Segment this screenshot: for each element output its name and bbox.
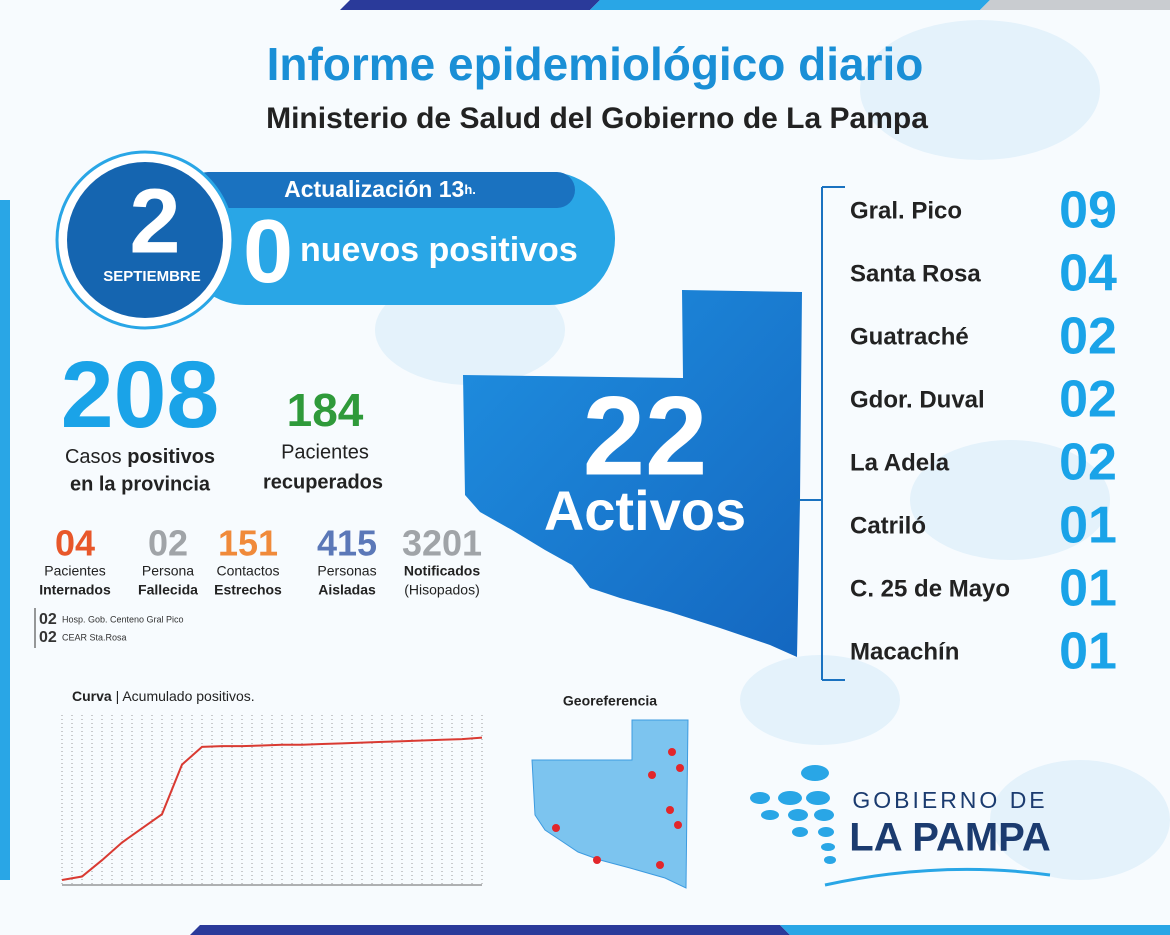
localities: Gral. Pico 09 Santa Rosa 04 Guatraché 02 Gdor.… <box>850 182 1117 681</box>
stat-line2: Internados <box>39 582 111 598</box>
stat-line1: Persona <box>142 563 194 579</box>
locality-value: 01 <box>1059 497 1117 555</box>
stat-line2: Estrechos <box>214 582 282 598</box>
locality-name: Santa Rosa <box>850 260 981 287</box>
locality-name: Catriló <box>850 512 926 539</box>
stripe <box>590 0 990 10</box>
georef-title: Georeferencia <box>563 693 657 709</box>
cases-line2: en la provincia <box>70 473 211 495</box>
locality-value: 02 <box>1059 371 1117 429</box>
new-value: 0 <box>243 202 293 302</box>
curve-title: Curva | Acumulado positivos. <box>72 688 255 704</box>
hospital-value: 02 <box>39 629 57 646</box>
recovered-line1: Pacientes <box>281 441 369 463</box>
update-unit: h. <box>464 182 476 197</box>
logo-line2: LA PAMPA <box>849 816 1050 860</box>
stat-line2: Fallecida <box>138 582 198 598</box>
cases-value: 208 <box>61 342 220 448</box>
update-text: Actualización 13 <box>284 176 464 202</box>
curve-title-rest: | Acumulado positivos. <box>116 688 255 704</box>
locality-name: Guatraché <box>850 323 969 350</box>
stat-line1: Contactos <box>216 563 279 579</box>
active-value: 22 <box>583 374 708 499</box>
date-day: 2 <box>129 170 180 272</box>
locality-name: La Adela <box>850 449 950 476</box>
recovered-line2: recuperados <box>263 471 383 493</box>
locality-value: 04 <box>1059 245 1117 303</box>
active-label: Activos <box>544 479 746 542</box>
curve-title-bold: Curva <box>72 688 112 704</box>
locality-value: 01 <box>1059 623 1117 681</box>
hospital-value: 02 <box>39 611 57 628</box>
update-bar <box>190 172 575 208</box>
locality-name: C. 25 de Mayo <box>850 575 1010 602</box>
logo-line1: GOBIERNO DE <box>852 787 1047 813</box>
stat-value: 151 <box>218 523 278 564</box>
logo-mark <box>750 765 836 864</box>
stripe <box>780 925 1170 935</box>
cases-plain: Casos <box>65 446 122 468</box>
locality-name: Gdor. Duval <box>850 386 985 413</box>
locality-name: Macachín <box>850 638 959 665</box>
stripe <box>190 925 790 935</box>
stat-line2: (Hisopados) <box>404 582 479 598</box>
title: Informe epidemiológico diario <box>267 38 924 90</box>
side-stripe <box>0 200 10 880</box>
stripe <box>980 0 1170 10</box>
province-map <box>463 290 802 657</box>
locality-value: 01 <box>1059 560 1117 618</box>
new-label: nuevos positivos <box>300 231 578 269</box>
locality-name: Gral. Pico <box>850 197 962 224</box>
hospital-label: Hosp. Gob. Centeno Gral Pico <box>62 614 184 624</box>
hospitals: 02 Hosp. Gob. Centeno Gral Pico 02 CEAR Sta… <box>39 611 184 646</box>
subtitle: Ministerio de Salud del Gobierno de La P… <box>266 102 928 135</box>
curve-chart <box>61 715 483 886</box>
cases-bold: positivos <box>127 446 215 468</box>
stat-line1: Pacientes <box>44 563 105 579</box>
date-circle <box>67 162 223 318</box>
curve-line <box>61 736 483 882</box>
recovered-value: 184 <box>287 384 364 436</box>
cases-label: Casos positivos <box>65 446 215 468</box>
stat-line1: Personas <box>317 563 376 579</box>
stat-line2: Aisladas <box>318 582 376 598</box>
georef-map <box>531 719 689 889</box>
locality-value: 02 <box>1059 434 1117 492</box>
stat-value: 02 <box>148 523 188 564</box>
locality-value: 09 <box>1059 182 1117 240</box>
locality-bracket <box>797 186 845 681</box>
hospital-label: CEAR Sta.Rosa <box>62 632 127 642</box>
stat-value: 04 <box>55 523 95 564</box>
update-label: Actualización 13h. <box>284 176 476 202</box>
date-month: SEPTIEMBRE <box>103 268 201 285</box>
stat-value: 415 <box>317 523 377 564</box>
stat-line1: Notificados <box>404 563 480 579</box>
stat-value: 3201 <box>402 523 482 564</box>
logo-swoosh <box>824 867 1051 887</box>
stripe <box>340 0 600 10</box>
georef-dots <box>552 748 684 869</box>
locality-value: 02 <box>1059 308 1117 366</box>
